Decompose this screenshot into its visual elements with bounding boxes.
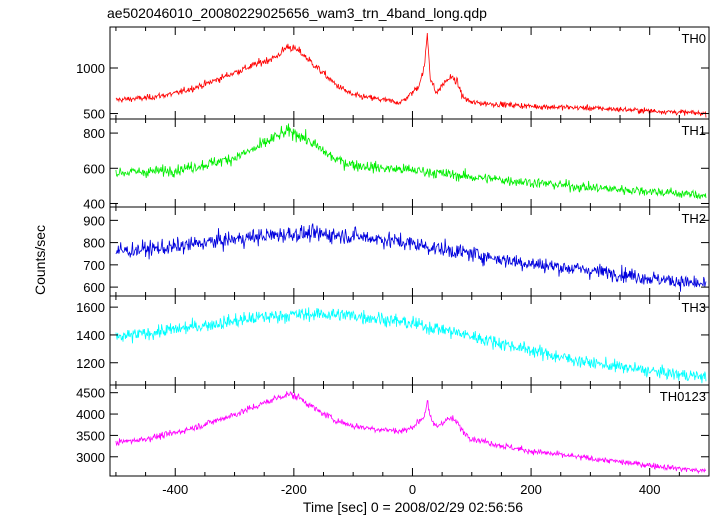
panel-frame-th3 — [109, 295, 710, 386]
series-line-th2 — [115, 223, 707, 292]
y-tick-label: 900 — [83, 213, 105, 228]
y-tick-label: 600 — [83, 280, 105, 295]
series-line-th1 — [115, 123, 707, 200]
panel-label: TH3 — [681, 300, 706, 315]
x-tick-label: 200 — [520, 482, 542, 497]
series-line-th0123 — [115, 391, 707, 475]
series-line-th0 — [115, 32, 707, 118]
y-axis-label: Counts/sec — [32, 225, 48, 295]
panel-label: TH0 — [681, 31, 706, 46]
y-tick-label: 800 — [83, 126, 105, 141]
y-tick-label: 3000 — [76, 450, 105, 465]
panel-label: TH0123 — [660, 389, 706, 404]
y-tick-label: 600 — [83, 161, 105, 176]
x-tick-label: -400 — [162, 482, 188, 497]
panel-frame-th2 — [109, 206, 710, 297]
y-tick-label: 1400 — [76, 328, 105, 343]
panel-frame-th0 — [109, 26, 710, 120]
y-tick-label: 500 — [83, 107, 105, 122]
panels-group: TH0 500 1000 TH1 400 600 800 TH2 600 700 800 900 TH3… — [76, 26, 710, 497]
y-tick-label: 3500 — [76, 428, 105, 443]
series-line-th3 — [115, 307, 707, 384]
y-tick-label: 1600 — [76, 300, 105, 315]
chart-title: ae502046010_20080229025656_wam3_trn_4ban… — [107, 5, 487, 21]
panel-label: TH2 — [681, 211, 706, 226]
y-tick-label: 4500 — [76, 386, 105, 401]
y-tick-label: 700 — [83, 258, 105, 273]
y-tick-label: 1000 — [76, 61, 105, 76]
x-tick-label: -200 — [281, 482, 307, 497]
y-tick-label: 400 — [83, 196, 105, 211]
panel-label: TH1 — [681, 123, 706, 138]
x-axis-label: Time [sec] 0 = 2008/02/29 02:56:56 — [303, 499, 523, 515]
y-tick-label: 4000 — [76, 407, 105, 422]
x-tick-label: 400 — [639, 482, 661, 497]
y-tick-label: 800 — [83, 236, 105, 251]
y-tick-label: 1200 — [76, 356, 105, 371]
panel-frame-th1 — [109, 118, 710, 208]
x-tick-label: 0 — [409, 482, 416, 497]
panel-frame-th0123 — [109, 384, 710, 477]
